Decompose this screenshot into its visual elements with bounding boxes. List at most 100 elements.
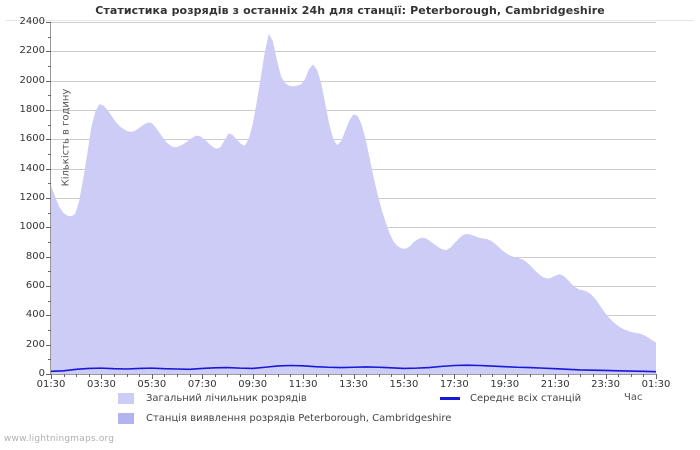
x-tick-label: 21:30 (540, 379, 570, 390)
legend-label-total-counter: Загальний лічильник розрядів (146, 392, 307, 404)
y-tick-minor (48, 359, 51, 361)
gridline (51, 80, 656, 82)
gridline (51, 22, 656, 23)
x-tick-mark (504, 374, 506, 379)
x-tick-minor (416, 374, 418, 377)
legend-item-average[interactable]: Середнє всіх станцій (440, 390, 581, 406)
y-tick-mark (46, 227, 51, 229)
x-tick-minor (227, 374, 229, 377)
x-tick-minor (315, 374, 317, 377)
x-tick-mark (403, 374, 405, 379)
legend-swatch-total-counter (118, 392, 134, 404)
x-tick-label: 15:30 (389, 379, 419, 390)
legend-item-total-counter[interactable]: Загальний лічильник розрядів (118, 390, 307, 406)
legend-label-station: Станція виявлення розрядів Peterborough,… (146, 412, 452, 424)
y-tick-mark (46, 344, 51, 346)
station-detection-area (51, 33, 656, 374)
x-tick-minor (429, 374, 431, 377)
y-tick-label: 600 (25, 280, 45, 291)
x-tick-minor (214, 374, 216, 377)
x-tick-mark (303, 374, 305, 379)
series-canvas (51, 33, 656, 374)
x-tick-label: 07:30 (187, 379, 217, 390)
x-tick-minor (391, 374, 393, 377)
gridline (51, 110, 656, 111)
y-tick-mark (46, 315, 51, 317)
y-tick-minor (48, 212, 51, 214)
x-tick-minor (164, 374, 166, 377)
y-tick-mark (46, 80, 51, 82)
title-divider (6, 20, 694, 21)
legend-label-average: Середнє всіх станцій (470, 392, 582, 404)
x-tick-minor (592, 374, 594, 377)
x-tick-minor (189, 374, 191, 377)
x-tick-minor (63, 374, 65, 377)
x-tick-minor (542, 374, 544, 377)
y-tick-minor (48, 154, 51, 155)
site-watermark: www.lightningmaps.org (4, 434, 115, 444)
x-tick-label: 17:30 (439, 379, 469, 390)
x-axis-title: Час (624, 392, 643, 403)
x-tick-mark (51, 374, 52, 379)
y-tick-label: 1400 (19, 162, 45, 174)
y-tick-label: 1600 (19, 133, 45, 145)
y-tick-minor (48, 271, 51, 273)
y-tick-minor (48, 36, 51, 38)
x-tick-mark (555, 374, 557, 379)
y-tick-mark (46, 168, 51, 170)
x-tick-minor (529, 374, 531, 377)
x-tick-minor (441, 374, 443, 377)
x-tick-label: 01:30 (641, 379, 671, 390)
y-tick-mark (46, 198, 51, 199)
x-tick-minor (177, 374, 179, 377)
x-tick-mark (252, 374, 254, 379)
x-tick-minor (240, 374, 242, 377)
x-tick-minor (567, 374, 569, 377)
x-tick-minor (114, 374, 116, 377)
x-tick-mark (605, 374, 607, 379)
y-tick-mark (46, 286, 51, 287)
x-tick-mark (101, 374, 103, 379)
x-tick-label: 19:30 (490, 379, 520, 390)
legend-item-station[interactable]: Станція виявлення розрядів Peterborough,… (118, 410, 451, 426)
x-tick-mark (454, 374, 456, 379)
y-tick-minor (48, 183, 51, 185)
y-tick-label: 1200 (19, 192, 45, 203)
y-tick-minor (48, 242, 51, 243)
average-all-stations-line (51, 364, 656, 373)
x-tick-minor (126, 374, 128, 377)
y-tick-label: 2000 (19, 74, 45, 86)
y-tick-mark (46, 110, 51, 111)
x-tick-label: 03:30 (86, 379, 116, 390)
y-tick-mark (46, 256, 51, 258)
x-tick-minor (277, 374, 279, 377)
x-tick-minor (466, 374, 468, 377)
x-tick-label: 01:30 (36, 379, 66, 390)
y-tick-mark (46, 22, 51, 23)
y-axis-title: Кількість в годину (60, 88, 72, 187)
y-tick-mark (46, 51, 51, 53)
x-tick-minor (378, 374, 380, 377)
y-tick-minor (48, 124, 51, 126)
y-tick-label: 400 (25, 309, 45, 321)
y-tick-minor (48, 300, 51, 302)
x-tick-minor (580, 374, 582, 377)
y-tick-mark (46, 374, 51, 375)
x-tick-minor (492, 374, 494, 377)
y-tick-label: 1000 (19, 221, 45, 233)
legend-swatch-station (118, 412, 134, 424)
x-tick-mark (151, 374, 153, 379)
x-tick-minor (643, 374, 645, 377)
y-tick-minor (48, 66, 51, 67)
page-title: Статистика розрядів з останніх 24h для с… (95, 4, 605, 17)
gridline (51, 51, 656, 53)
y-tick-label: 2200 (19, 45, 45, 57)
x-tick-label: 05:30 (137, 379, 167, 390)
y-tick-label: 200 (25, 338, 45, 350)
x-tick-label: 09:30 (238, 379, 268, 390)
x-tick-minor (265, 374, 267, 377)
x-tick-minor (328, 374, 330, 377)
y-tick-label: 0 (38, 368, 45, 379)
x-tick-label: 13:30 (339, 379, 368, 390)
